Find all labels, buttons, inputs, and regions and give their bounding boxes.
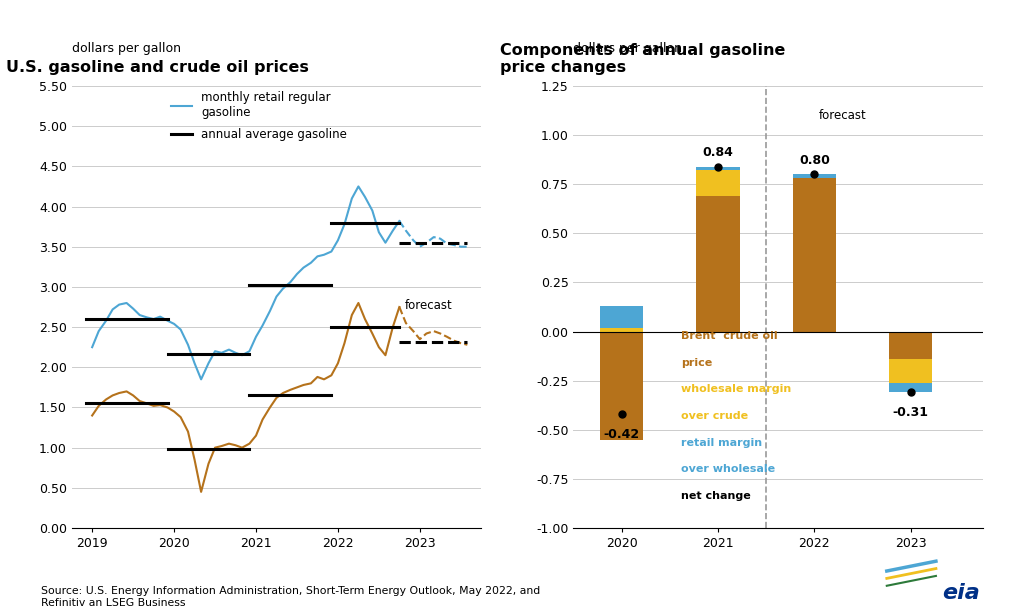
Bar — [889, 359, 933, 383]
Text: wholesale margin: wholesale margin — [681, 384, 792, 394]
Text: price: price — [681, 358, 713, 368]
Text: -0.42: -0.42 — [603, 428, 640, 441]
Bar — [600, 332, 643, 440]
Bar — [889, 383, 933, 392]
Text: over wholesale: over wholesale — [681, 464, 775, 474]
Text: Source: U.S. Energy Information Administration, Short-Term Energy Outlook, May 2: Source: U.S. Energy Information Administ… — [41, 586, 541, 608]
Text: retail margin: retail margin — [681, 438, 763, 448]
Bar — [600, 306, 643, 328]
Text: dollars per gallon: dollars per gallon — [573, 42, 682, 55]
Text: 0.84: 0.84 — [702, 146, 733, 158]
Text: -0.31: -0.31 — [893, 406, 929, 419]
Text: forecast: forecast — [406, 300, 453, 313]
Bar — [793, 174, 836, 178]
Text: over crude: over crude — [681, 411, 749, 421]
Bar — [696, 196, 739, 332]
Bar — [889, 332, 933, 359]
Text: forecast: forecast — [819, 109, 867, 122]
Bar — [696, 171, 739, 196]
Text: 0.80: 0.80 — [799, 154, 829, 166]
Text: Brent  crude oil: Brent crude oil — [681, 332, 778, 341]
Text: eia: eia — [942, 583, 980, 603]
Text: U.S. gasoline and crude oil prices: U.S. gasoline and crude oil prices — [6, 60, 309, 75]
Legend: monthly retail regular
gasoline, annual average gasoline: monthly retail regular gasoline, annual … — [166, 86, 352, 146]
Text: net change: net change — [681, 491, 752, 500]
Bar — [793, 178, 836, 332]
Text: Components of annual gasoline
price changes: Components of annual gasoline price chan… — [500, 42, 785, 75]
Bar — [696, 166, 739, 171]
Text: dollars per gallon: dollars per gallon — [72, 42, 180, 55]
Bar — [600, 328, 643, 332]
